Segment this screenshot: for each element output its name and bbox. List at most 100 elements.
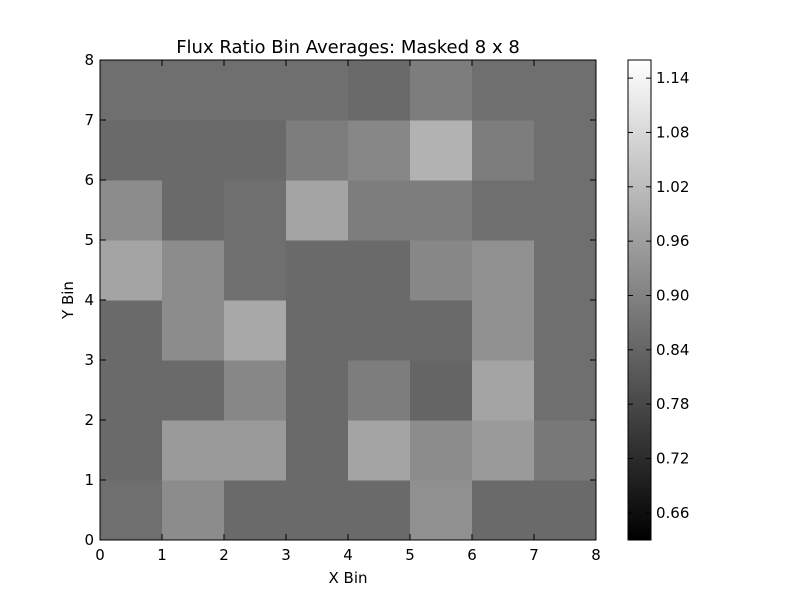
heatmap-cell — [348, 420, 411, 481]
heatmap-cell — [348, 60, 411, 121]
heatmap-cell — [410, 480, 473, 541]
axes: 0 1 2 3 4 5 6 7 8 0 1 2 3 4 5 6 7 8 — [84, 51, 600, 564]
x-tick-label: 1 — [157, 546, 167, 564]
heatmap-cell — [100, 420, 163, 481]
heatmap-cell — [224, 300, 287, 361]
heatmap-cell — [286, 60, 349, 121]
y-tick-label: 5 — [84, 231, 94, 249]
y-tick-label: 0 — [84, 531, 94, 549]
heatmap-cell — [410, 60, 473, 121]
heatmap-cells — [100, 60, 597, 541]
heatmap-cell — [472, 420, 535, 481]
colorbar-tick-label: 1.14 — [656, 69, 689, 87]
heatmap-cell — [286, 360, 349, 421]
colorbar-tick-label: 0.72 — [656, 449, 689, 467]
x-tick-label: 0 — [95, 546, 105, 564]
y-tick-label: 2 — [84, 411, 94, 429]
heatmap-cell — [162, 180, 225, 241]
colorbar-gradient — [627, 59, 652, 541]
colorbar-tick-label: 0.66 — [656, 504, 689, 522]
heatmap-cell — [100, 480, 163, 541]
heatmap-cell — [286, 300, 349, 361]
x-tick-label: 4 — [343, 546, 353, 564]
heatmap-cell — [100, 240, 163, 301]
colorbar-tick-label: 0.96 — [656, 232, 689, 250]
chart-title: Flux Ratio Bin Averages: Masked 8 x 8 — [176, 37, 520, 58]
heatmap-cell — [100, 360, 163, 421]
heatmap-cell — [472, 360, 535, 421]
x-tick-label: 6 — [467, 546, 477, 564]
heatmap-cell — [534, 120, 597, 181]
y-tick-label: 3 — [84, 351, 94, 369]
x-axis-label: X Bin — [328, 569, 367, 587]
y-tick-label: 7 — [84, 111, 94, 129]
colorbar-tick-label: 0.90 — [656, 286, 689, 304]
y-tick-label: 8 — [84, 51, 94, 69]
heatmap-cell — [162, 420, 225, 481]
x-tick-label: 5 — [405, 546, 415, 564]
heatmap-cell — [410, 360, 473, 421]
heatmap-cell — [224, 180, 287, 241]
x-tick-label: 7 — [529, 546, 539, 564]
heatmap-cell — [534, 240, 597, 301]
heatmap-cell — [100, 120, 163, 181]
heatmap-cell — [534, 180, 597, 241]
heatmap-cell — [472, 300, 535, 361]
heatmap-cell — [410, 240, 473, 301]
heatmap-cell — [348, 240, 411, 301]
heatmap-cell — [224, 360, 287, 421]
heatmap-cell — [286, 180, 349, 241]
heatmap-cell — [286, 240, 349, 301]
heatmap-cell — [534, 420, 597, 481]
heatmap-cell — [472, 120, 535, 181]
heatmap-cell — [348, 180, 411, 241]
heatmap-cell — [348, 480, 411, 541]
heatmap-cell — [162, 120, 225, 181]
heatmap-cell — [162, 360, 225, 421]
heatmap-cell — [162, 300, 225, 361]
heatmap-cell — [472, 180, 535, 241]
heatmap-cell — [348, 120, 411, 181]
x-tick-label: 2 — [219, 546, 229, 564]
heatmap-cell — [534, 60, 597, 121]
y-tick-label: 1 — [84, 471, 94, 489]
heatmap-cell — [534, 480, 597, 541]
heatmap-cell — [348, 300, 411, 361]
heatmap-cell — [224, 240, 287, 301]
heatmap-cell — [410, 420, 473, 481]
y-axis-label: Y Bin — [59, 281, 77, 320]
heatmap-cell — [410, 180, 473, 241]
heatmap-cell — [472, 480, 535, 541]
heatmap-cell — [224, 120, 287, 181]
heatmap-cell — [224, 60, 287, 121]
heatmap-cell — [286, 120, 349, 181]
colorbar: 0.66 0.72 0.78 0.84 0.90 0.96 1.02 1.08 1.14 — [627, 59, 689, 541]
heatmap-cell — [348, 360, 411, 421]
heatmap-cell — [472, 60, 535, 121]
x-tick-label: 3 — [281, 546, 291, 564]
colorbar-tick-label: 0.78 — [656, 395, 689, 413]
heatmap-cell — [286, 420, 349, 481]
heatmap-cell — [472, 240, 535, 301]
heatmap-cell — [534, 360, 597, 421]
heatmap-cell — [534, 300, 597, 361]
colorbar-tick-label: 0.84 — [656, 341, 689, 359]
heatmap-cell — [224, 420, 287, 481]
heatmap-cell — [286, 480, 349, 541]
heatmap-cell — [100, 180, 163, 241]
y-tick-label: 6 — [84, 171, 94, 189]
heatmap-cell — [162, 480, 225, 541]
colorbar-tick-label: 1.08 — [656, 123, 689, 141]
y-tick-label: 4 — [84, 291, 94, 309]
heatmap-cell — [162, 60, 225, 121]
heatmap-cell — [100, 300, 163, 361]
heatmap-cell — [100, 60, 163, 121]
x-tick-label: 8 — [591, 546, 601, 564]
heatmap-cell — [410, 120, 473, 181]
heatmap-cell — [410, 300, 473, 361]
colorbar-tick-label: 1.02 — [656, 178, 689, 196]
heatmap-cell — [224, 480, 287, 541]
heatmap-cell — [162, 240, 225, 301]
